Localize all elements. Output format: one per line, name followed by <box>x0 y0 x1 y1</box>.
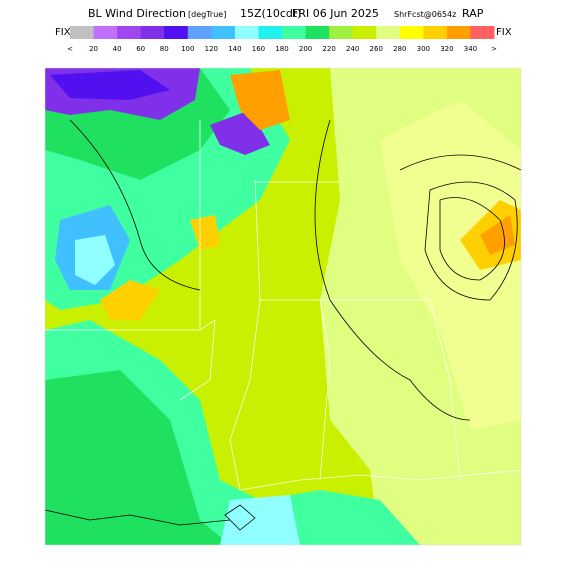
legend-label: 220 <box>322 45 335 53</box>
legend-label: 320 <box>440 45 453 53</box>
date: FRI 06 Jun 2025 <box>292 7 379 20</box>
valid-time: 15Z(10cdt) <box>240 7 301 20</box>
legend-label: 280 <box>393 45 406 53</box>
legend-swatch <box>258 26 283 39</box>
fix-right: FIX <box>496 27 512 38</box>
legend-swatch <box>423 26 448 39</box>
legend-label: 300 <box>417 45 430 53</box>
units: [degTrue] <box>188 10 226 19</box>
map <box>44 67 522 546</box>
legend-swatch <box>93 26 118 39</box>
model: RAP <box>462 7 484 20</box>
legend-label: 260 <box>370 45 383 53</box>
legend-swatch <box>70 26 95 39</box>
legend-label: 100 <box>181 45 194 53</box>
legend-label: 140 <box>228 45 241 53</box>
legend-swatch <box>187 26 212 39</box>
legend-label: 20 <box>89 45 98 53</box>
legend-swatch <box>446 26 471 39</box>
legend-swatch <box>399 26 424 39</box>
legend-label: 40 <box>113 45 122 53</box>
legend-swatch <box>352 26 377 39</box>
legend-label: 60 <box>136 45 145 53</box>
legend-swatch <box>211 26 236 39</box>
legend-swatch <box>376 26 401 39</box>
legend-label: 160 <box>252 45 265 53</box>
legend-swatch <box>140 26 165 39</box>
legend-label: 240 <box>346 45 359 53</box>
legend-label: 120 <box>205 45 218 53</box>
legend-swatch <box>282 26 307 39</box>
legend-label: > <box>491 45 497 53</box>
legend-label: 200 <box>299 45 312 53</box>
legend-swatch <box>470 26 495 39</box>
legend-label: 180 <box>275 45 288 53</box>
legend-swatch <box>305 26 330 39</box>
legend-label: 340 <box>464 45 477 53</box>
fix-left: FIX <box>55 27 71 38</box>
color-legend: <20 40 60 80 100 120 140 160 180 200 220 240 260 280 3… <box>67 26 497 53</box>
forecast: ShrFcst@0654z <box>394 10 456 19</box>
legend-label: < <box>67 45 73 53</box>
legend-swatch <box>329 26 354 39</box>
legend-label: 80 <box>160 45 169 53</box>
legend-swatch <box>117 26 142 39</box>
legend-swatch <box>164 26 189 39</box>
title: BL Wind Direction <box>88 7 186 20</box>
legend-swatch <box>234 26 259 39</box>
